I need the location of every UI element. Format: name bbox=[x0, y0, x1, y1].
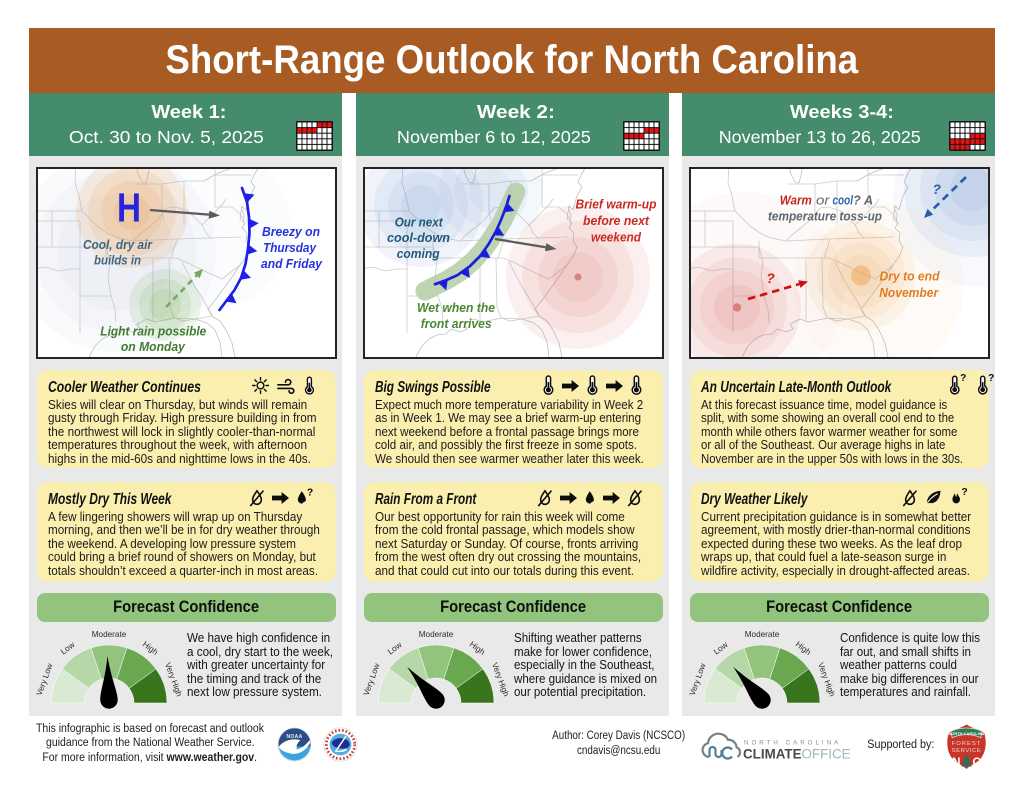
svg-text:SERVICE: SERVICE bbox=[952, 748, 982, 754]
svg-text:?: ? bbox=[961, 487, 967, 498]
svg-text:Dry to end: Dry to end bbox=[880, 270, 940, 284]
svg-text:C: C bbox=[973, 756, 982, 769]
svg-text:builds in: builds in bbox=[94, 254, 141, 268]
svg-text:H: H bbox=[117, 185, 141, 231]
svg-text:or: or bbox=[816, 194, 831, 208]
svg-text:Warm: Warm bbox=[780, 194, 812, 208]
svg-text:weekend: weekend bbox=[591, 231, 641, 245]
svg-text:?: ? bbox=[988, 373, 994, 384]
svg-text:High: High bbox=[794, 640, 813, 658]
svg-text:November: November bbox=[879, 286, 939, 300]
svg-text:Very Low: Very Low bbox=[362, 662, 382, 697]
svg-text:Low: Low bbox=[386, 640, 403, 656]
svg-text:coming: coming bbox=[397, 247, 440, 261]
svg-text:Our next: Our next bbox=[395, 215, 444, 229]
svg-text:Breezy on: Breezy on bbox=[262, 225, 320, 239]
svg-text:?: ? bbox=[960, 373, 966, 384]
svg-text:High: High bbox=[468, 640, 487, 658]
svg-text:CLIMATEOFFICE: CLIMATEOFFICE bbox=[743, 747, 851, 762]
svg-text:Very Low: Very Low bbox=[35, 662, 55, 697]
svg-text:Cool, dry air: Cool, dry air bbox=[83, 238, 153, 252]
svg-text:NOAA: NOAA bbox=[286, 734, 302, 740]
svg-text:FOREST: FOREST bbox=[952, 741, 982, 747]
svg-text:High: High bbox=[141, 640, 160, 658]
svg-text:Low: Low bbox=[59, 640, 76, 656]
svg-text:Light rain possible: Light rain possible bbox=[100, 325, 206, 339]
svg-text:Moderate: Moderate bbox=[419, 630, 454, 639]
svg-text:NORTH CAROLINA: NORTH CAROLINA bbox=[744, 740, 841, 747]
svg-text:cool: cool bbox=[833, 194, 854, 208]
svg-text:?: ? bbox=[307, 487, 313, 498]
svg-text:on Monday: on Monday bbox=[121, 340, 186, 354]
svg-text:N: N bbox=[952, 756, 961, 769]
svg-text:Wet when the: Wet when the bbox=[417, 301, 495, 315]
svg-text:?: ? bbox=[766, 270, 775, 286]
svg-text:Thursday: Thursday bbox=[263, 241, 317, 255]
svg-text:temperature toss-up: temperature toss-up bbox=[768, 210, 882, 224]
svg-text:Very Low: Very Low bbox=[688, 662, 708, 697]
svg-text:Brief warm-up: Brief warm-up bbox=[576, 198, 657, 212]
svg-text:Low: Low bbox=[712, 640, 729, 656]
svg-text:cool-down: cool-down bbox=[387, 231, 450, 245]
svg-text:?: ? bbox=[932, 181, 941, 197]
svg-text:before next: before next bbox=[583, 214, 650, 228]
svg-text:Moderate: Moderate bbox=[92, 630, 127, 639]
svg-text:Moderate: Moderate bbox=[745, 630, 780, 639]
svg-text:NORTH CAROLINA: NORTH CAROLINA bbox=[949, 732, 985, 736]
svg-text:and Friday: and Friday bbox=[261, 257, 323, 271]
svg-text:? A: ? A bbox=[853, 194, 873, 208]
svg-text:front arrives: front arrives bbox=[421, 317, 492, 331]
